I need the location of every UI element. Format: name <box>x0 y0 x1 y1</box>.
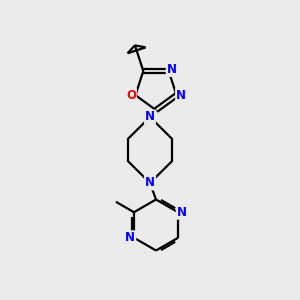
Text: N: N <box>176 89 186 102</box>
Text: N: N <box>145 110 155 124</box>
Text: N: N <box>125 231 135 244</box>
Text: O: O <box>126 89 136 102</box>
Text: N: N <box>167 63 177 76</box>
Text: N: N <box>145 176 155 190</box>
Text: N: N <box>177 206 187 219</box>
